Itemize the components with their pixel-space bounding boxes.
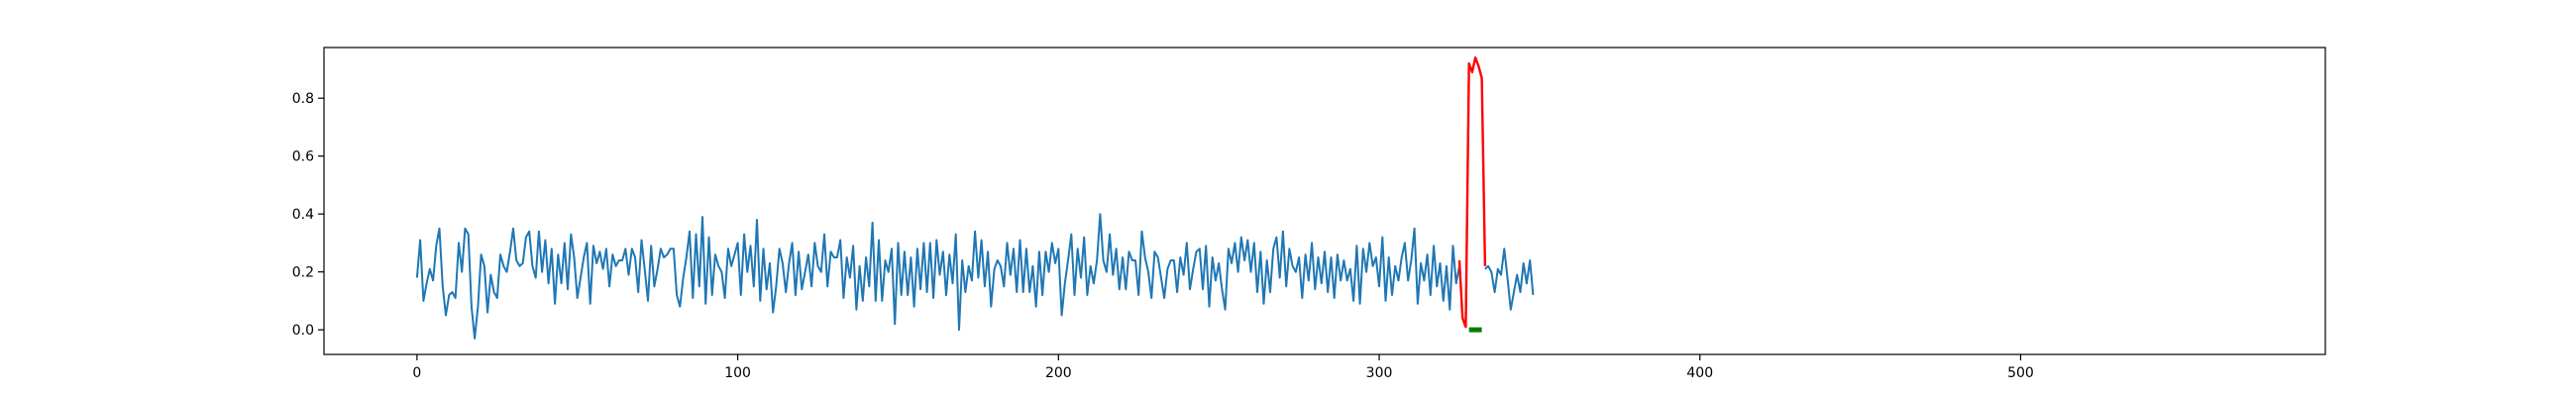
y-tick-label: 0.2 <box>292 265 314 281</box>
x-tick-label: 200 <box>1045 365 1072 381</box>
x-axis: 0 100 200 300 400 500 <box>412 354 2034 381</box>
x-tick-label: 500 <box>2007 365 2034 381</box>
y-axis: 0.0 0.2 0.4 0.6 0.8 <box>292 91 324 339</box>
x-tick-label: 0 <box>412 365 421 381</box>
plot-area <box>415 56 1535 340</box>
series-line-signal-1 <box>1484 248 1535 311</box>
y-tick-label: 0.0 <box>292 323 314 339</box>
y-tick-label: 0.8 <box>292 91 314 107</box>
series-line-anomaly <box>1457 56 1487 329</box>
y-tick-label: 0.4 <box>292 207 314 223</box>
series-line-signal-0 <box>415 213 1460 340</box>
x-tick-label: 300 <box>1366 365 1393 381</box>
x-tick-label: 400 <box>1686 365 1713 381</box>
axes-frame <box>323 47 2326 355</box>
x-tick-label: 100 <box>724 365 751 381</box>
y-tick-label: 0.6 <box>292 149 314 165</box>
